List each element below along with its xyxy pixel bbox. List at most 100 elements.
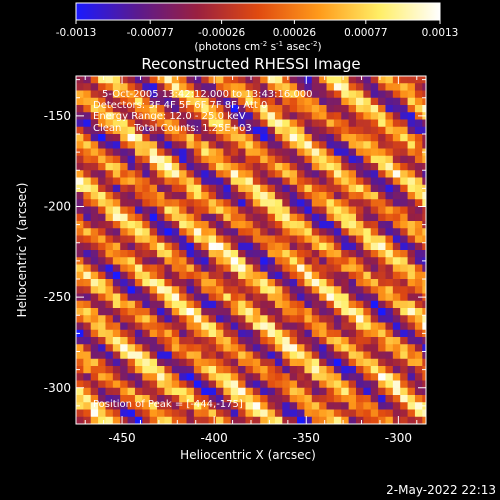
heatmap-cell (90, 279, 99, 287)
heatmap-cell (164, 315, 173, 323)
heatmap-cell (201, 235, 210, 244)
heatmap-cell (392, 184, 401, 193)
heatmap-cell (274, 105, 283, 113)
heatmap-cell (216, 250, 224, 258)
heatmap-cell (385, 83, 394, 91)
heatmap-cell (252, 264, 261, 273)
heatmap-cell (216, 76, 224, 84)
heatmap-cell (349, 424, 357, 432)
heatmap-cell (274, 163, 283, 171)
heatmap-cell (274, 228, 283, 236)
heatmap-cell (201, 373, 210, 381)
heatmap-cell (392, 380, 401, 389)
heatmap-cell (186, 213, 195, 222)
heatmap-cell (385, 76, 394, 84)
heatmap-cell (260, 286, 268, 294)
heatmap-cell (157, 141, 165, 149)
heatmap-cell (297, 90, 305, 99)
heatmap-cell (260, 235, 268, 244)
heatmap-cell (282, 300, 291, 309)
heatmap-cell (134, 300, 143, 309)
heatmap-cell (274, 242, 283, 251)
heatmap-cell (348, 228, 357, 236)
heatmap-cell (289, 271, 298, 280)
heatmap-cell (333, 271, 342, 280)
heatmap-cell (76, 250, 84, 258)
heatmap-cell (407, 170, 416, 178)
heatmap-cell (274, 315, 283, 323)
heatmap-cell (216, 366, 224, 374)
heatmap-cell (333, 148, 342, 157)
heatmap-cell (83, 97, 92, 106)
heatmap-cell (430, 156, 438, 164)
heatmap-cell (112, 83, 121, 91)
heatmap-cell (282, 184, 291, 193)
heatmap-cell (363, 424, 371, 432)
heatmap-cell (407, 315, 416, 323)
heatmap-cell (157, 155, 165, 164)
heatmap-cell (400, 163, 408, 171)
heatmap-cell (297, 308, 305, 316)
peak-position-label: Position of Peak = [-444,-175] (93, 399, 243, 410)
heatmap-cell (90, 416, 99, 424)
heatmap-cell (90, 402, 99, 410)
heatmap-cell (186, 308, 195, 316)
heatmap-cell (311, 351, 320, 360)
heatmap-cell (76, 199, 84, 207)
heatmap-cell (348, 119, 357, 128)
heatmap-cell (238, 315, 246, 323)
heatmap-cell (289, 300, 298, 309)
heatmap-cell (407, 213, 416, 222)
heatmap-cell (297, 76, 305, 84)
heatmap-cell (414, 395, 423, 403)
heatmap-cell (260, 279, 268, 287)
heatmap-cell (83, 395, 92, 403)
heatmap-cell (356, 90, 364, 99)
heatmap-cell (245, 177, 254, 186)
heatmap-cell (392, 308, 401, 316)
heatmap-cell (164, 366, 173, 374)
heatmap-cell (333, 206, 342, 215)
heatmap-cell (208, 235, 217, 244)
heatmap-cell (348, 351, 357, 360)
heatmap-cell (186, 329, 195, 338)
heatmap-cell (311, 141, 320, 149)
heatmap-cell (134, 199, 143, 207)
colorbar-tick-label: 0.0013 (422, 27, 459, 39)
heatmap-cell (356, 424, 364, 432)
heatmap-cell (90, 395, 99, 403)
heatmap-cell (348, 308, 357, 316)
heatmap-cell (223, 235, 232, 244)
heatmap-cell (348, 358, 357, 367)
heatmap-cell (348, 126, 357, 135)
heatmap-cell (179, 141, 187, 149)
heatmap-cell (208, 322, 217, 331)
heatmap-cell (274, 76, 283, 84)
heatmap-cell (304, 250, 313, 258)
heatmap-cell (363, 373, 372, 381)
heatmap-cell (112, 155, 121, 164)
heatmap-cell (238, 351, 246, 360)
heatmap-cell (267, 344, 276, 352)
heatmap-cell (120, 163, 128, 171)
heatmap-cell (179, 90, 187, 99)
heatmap-cell (142, 105, 151, 113)
heatmap-cell (112, 337, 121, 345)
heatmap-cell (112, 279, 121, 287)
heatmap-cell (105, 199, 114, 207)
heatmap-cell (127, 97, 136, 106)
heatmap-cell (289, 387, 298, 396)
heatmap-cell (326, 264, 335, 273)
heatmap-cell (223, 409, 232, 418)
heatmap-cell (407, 366, 416, 374)
heatmap-cell (142, 177, 151, 186)
heatmap-cell (304, 351, 313, 360)
heatmap-cell (127, 206, 136, 215)
heatmap-cell (282, 395, 291, 403)
heatmap-cell (186, 83, 195, 91)
heatmap-cell (319, 373, 327, 381)
heatmap-cell (260, 344, 268, 352)
heatmap-cell (90, 373, 99, 381)
heatmap-cell (282, 83, 291, 91)
heatmap-cell (289, 279, 298, 287)
